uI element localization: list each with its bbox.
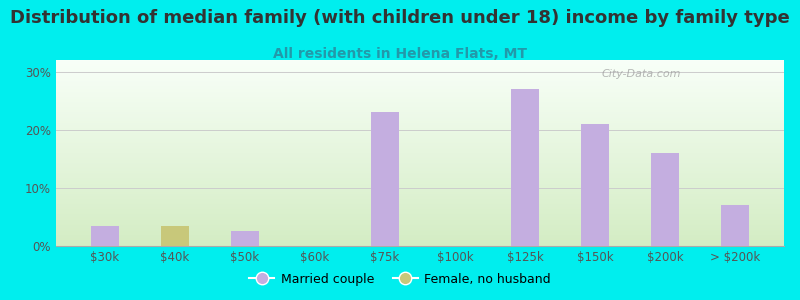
Bar <box>371 112 399 246</box>
Bar <box>721 205 749 246</box>
Bar <box>581 124 609 246</box>
Text: All residents in Helena Flats, MT: All residents in Helena Flats, MT <box>273 46 527 61</box>
Bar <box>511 89 539 246</box>
Bar <box>161 226 189 246</box>
Bar <box>231 232 259 246</box>
Text: Distribution of median family (with children under 18) income by family type: Distribution of median family (with chil… <box>10 9 790 27</box>
Bar <box>651 153 679 246</box>
Bar <box>91 226 119 246</box>
Legend: Married couple, Female, no husband: Married couple, Female, no husband <box>244 268 556 291</box>
Text: City-Data.com: City-Data.com <box>602 69 682 79</box>
